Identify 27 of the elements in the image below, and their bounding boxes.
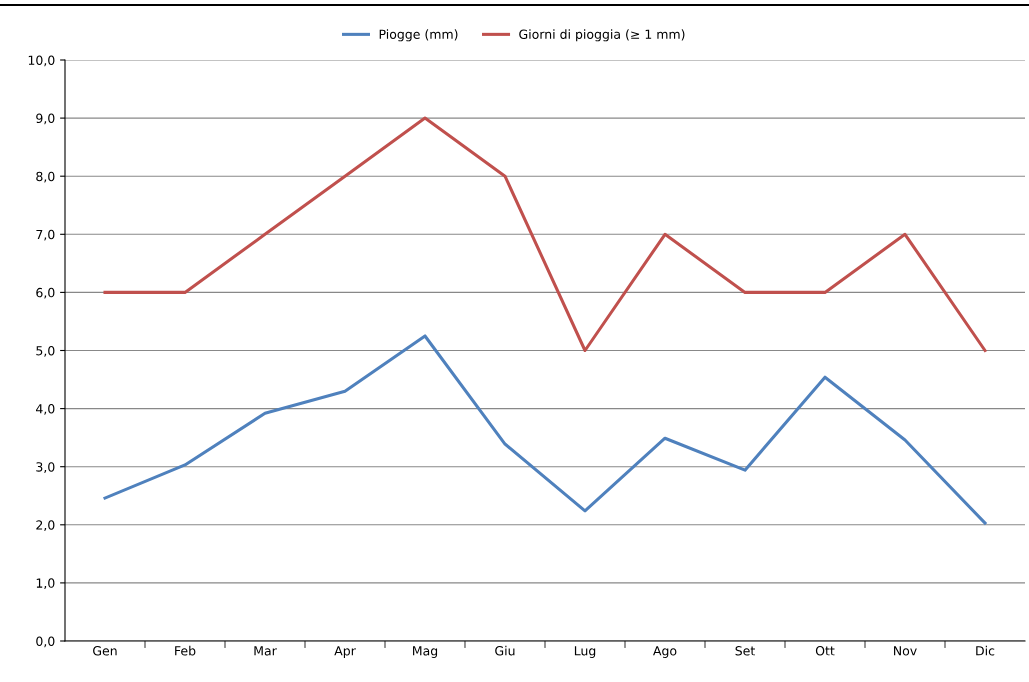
x-tick-label: Ott: [815, 646, 835, 656]
line-series: [103, 334, 987, 525]
legend-label: Giorni di pioggia (≥ 1 mm): [519, 29, 685, 42]
y-tick-label: 4,0: [36, 404, 55, 415]
y-tick-label: 5,0: [36, 345, 55, 357]
x-tick-label: Mag: [413, 646, 438, 658]
y-tick-label: 1,0: [36, 578, 55, 590]
y-tick-label: 2,0: [36, 520, 55, 531]
y-tick-label: 9,0: [36, 113, 55, 125]
x-tick-label: Lug: [574, 646, 596, 658]
x-tick-label: Feb: [175, 645, 196, 656]
x-tick-label: Dic: [976, 645, 995, 656]
x-tick-label: Mar: [254, 646, 277, 656]
line-series: [103, 116, 987, 353]
x-tick-label: Apr: [334, 646, 356, 658]
y-tick-label: 6,0: [36, 287, 55, 299]
y-tick-label: 8,0: [36, 171, 55, 183]
y-tick-label: 3,0: [36, 462, 55, 473]
legend-label: Piogge (mm): [379, 29, 458, 42]
x-tick-label: Set: [735, 646, 755, 656]
y-tick-label: 10,0: [28, 55, 55, 67]
y-tick-label: 0,0: [36, 636, 55, 648]
x-tick-label: Nov: [894, 646, 917, 656]
x-tick-label: Ago: [653, 646, 677, 658]
x-tick-label: Gen: [93, 646, 117, 656]
y-tick-label: 7,0: [36, 229, 55, 241]
x-tick-label: Giu: [495, 645, 515, 656]
